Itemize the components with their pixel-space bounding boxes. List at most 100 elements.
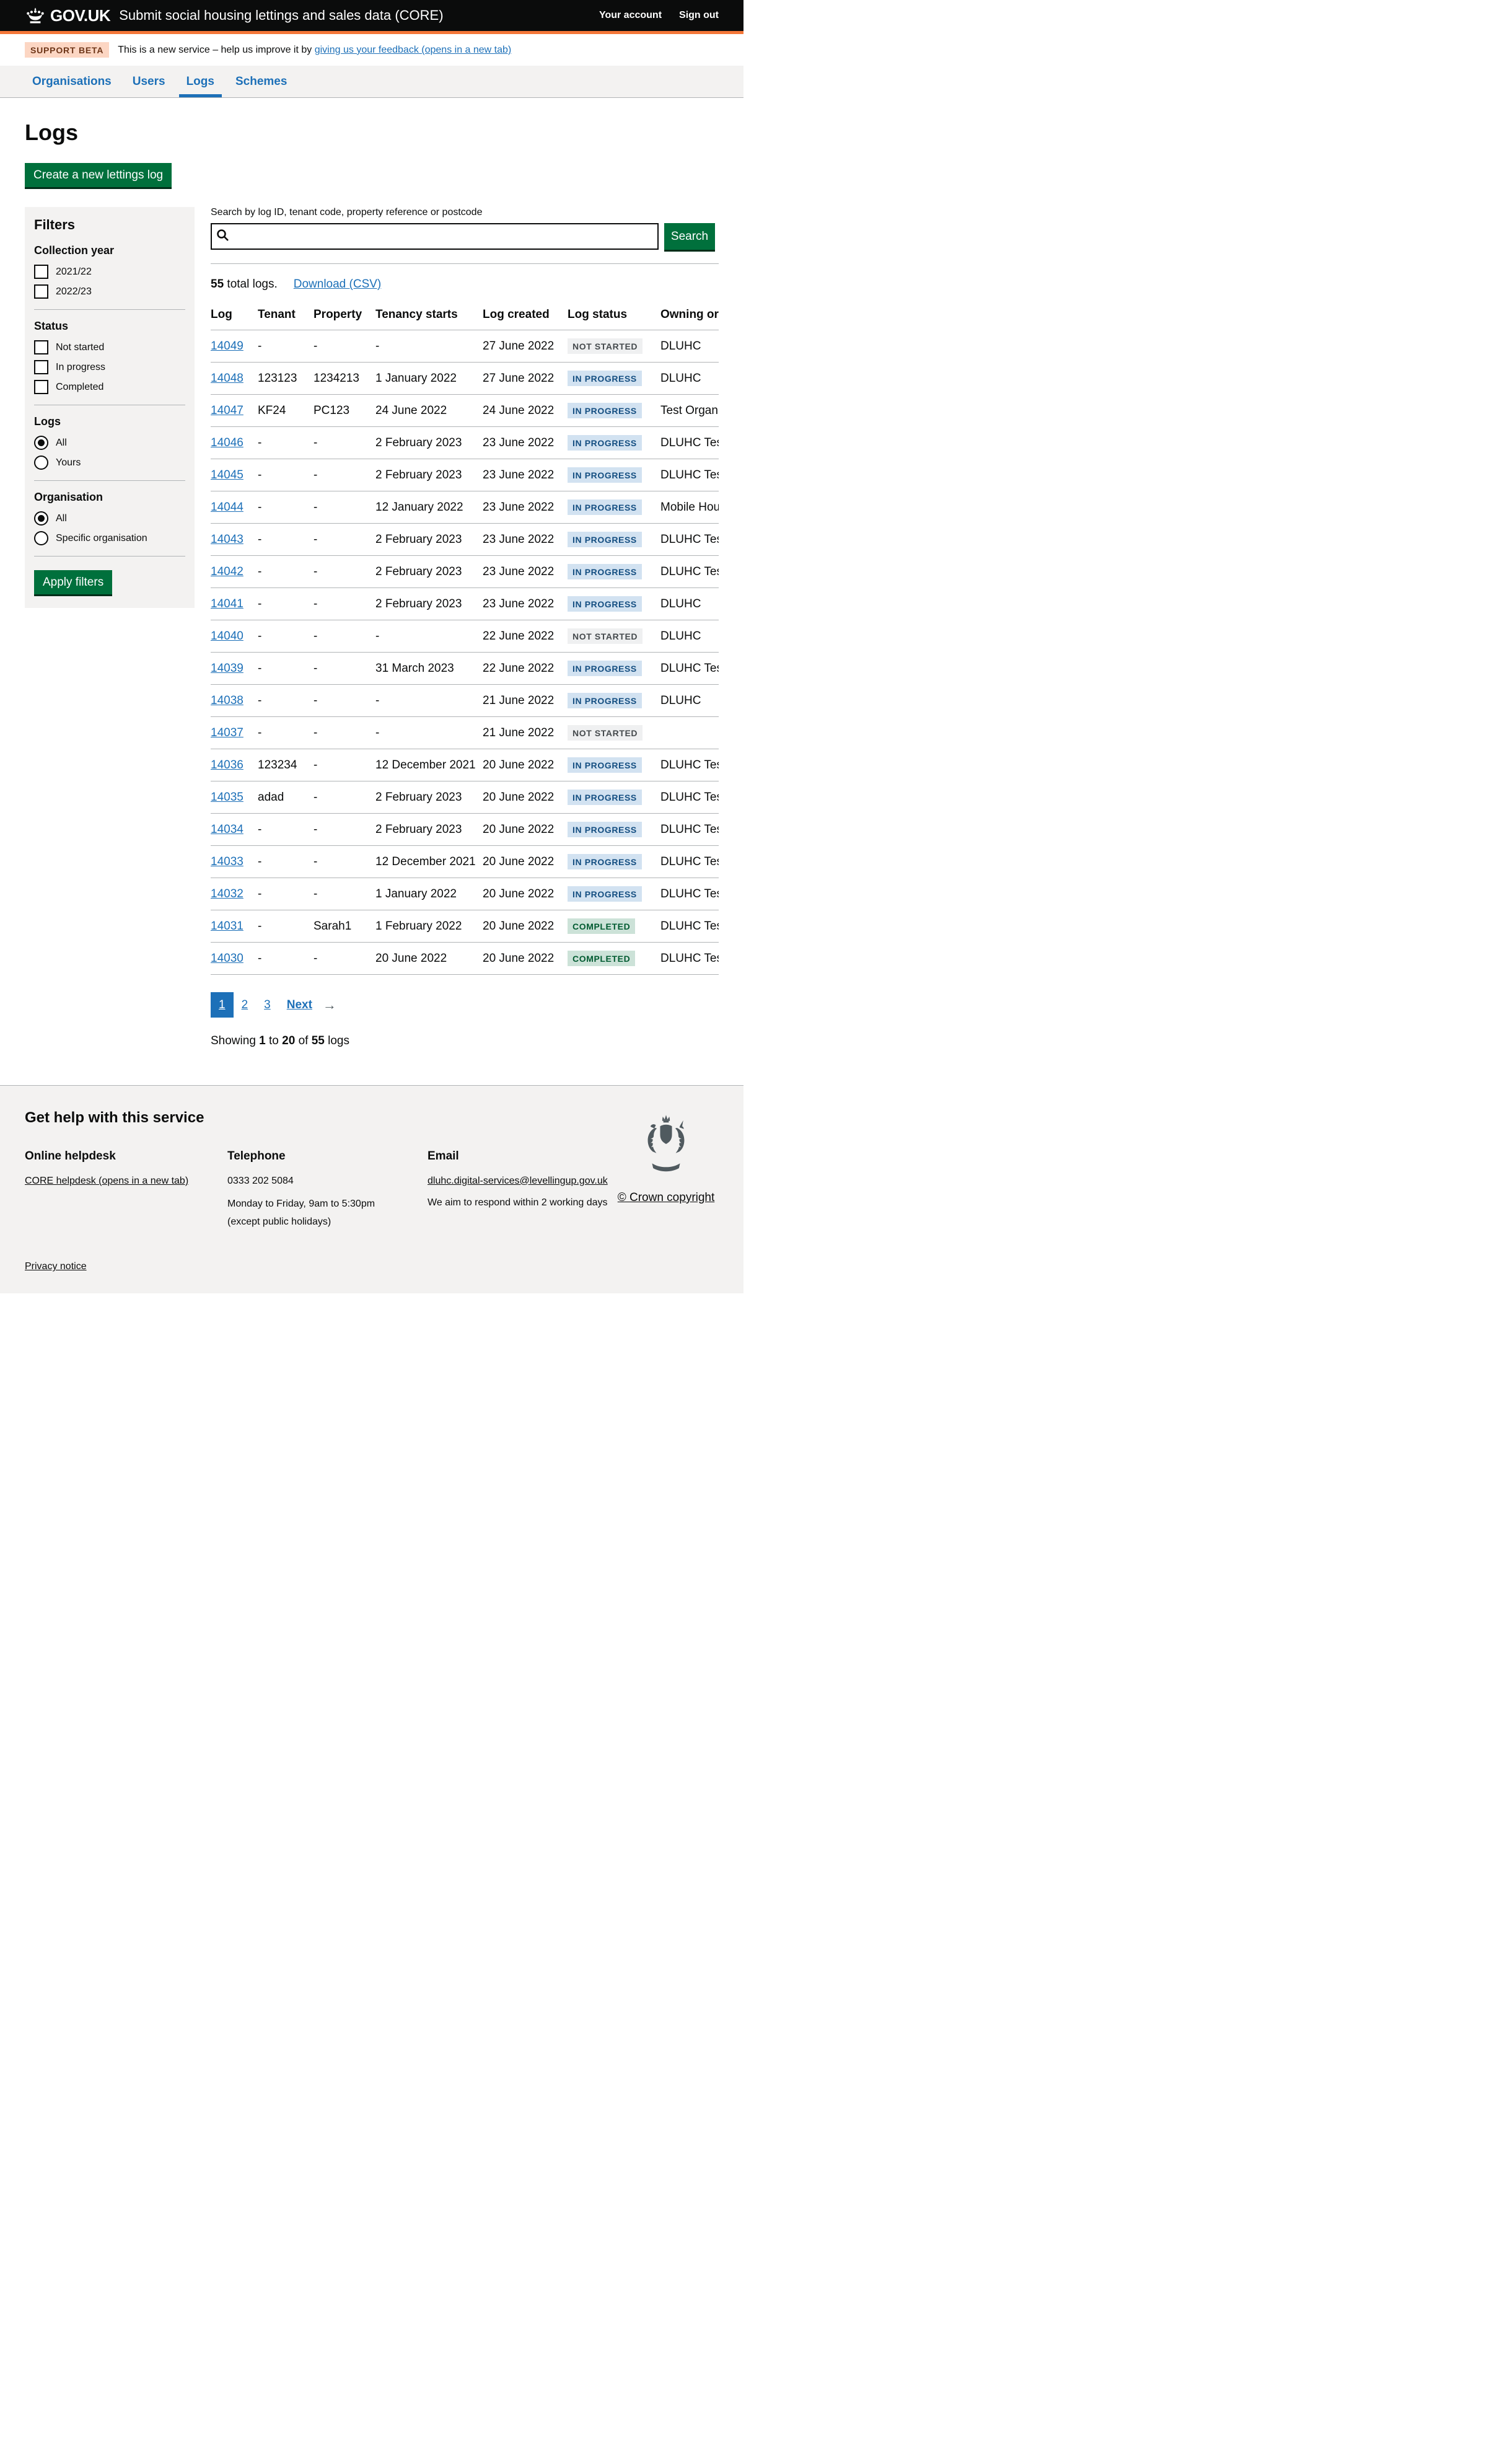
table-row: 14037- - -21 June 2022 NOT STARTED: [211, 716, 719, 749]
core-helpdesk-link[interactable]: CORE helpdesk (opens in a new tab): [25, 1175, 189, 1186]
cell-tenancy-starts: 1 January 2022: [375, 362, 483, 395]
log-id-link[interactable]: 14035: [211, 790, 243, 804]
cell-owning-organisation: DLUHC: [660, 684, 719, 717]
status-badge: IN PROGRESS: [568, 596, 642, 612]
log-id-link[interactable]: 14032: [211, 887, 243, 900]
cell-tenancy-starts: -: [375, 684, 483, 717]
create-lettings-log-button[interactable]: Create a new lettings log: [25, 163, 172, 187]
phase-banner: SUPPORT BETA This is a new service – hel…: [0, 34, 744, 66]
cell-property: -: [314, 426, 375, 459]
log-id-link[interactable]: 14040: [211, 629, 243, 643]
radio-organisation-all[interactable]: [34, 511, 48, 526]
radio-organisation-specific[interactable]: [34, 531, 48, 545]
log-id-link[interactable]: 14030: [211, 951, 243, 965]
cell-log-status: IN PROGRESS: [568, 878, 660, 910]
cell-log-status: IN PROGRESS: [568, 523, 660, 556]
cell-tenant: -: [258, 910, 314, 943]
cell-log-status: NOT STARTED: [568, 716, 660, 749]
cell-owning-organisation: DLUHC Tes: [660, 426, 719, 459]
checkbox-not-started[interactable]: [34, 340, 48, 354]
radio-logs-all[interactable]: [34, 436, 48, 450]
cell-log: 14047: [211, 394, 258, 427]
filter-group-label: Logs: [34, 415, 61, 428]
cell-tenant: -: [258, 878, 314, 910]
privacy-notice-link[interactable]: Privacy notice: [25, 1261, 87, 1272]
cell-owning-organisation: DLUHC Tes: [660, 749, 719, 781]
checkbox-completed[interactable]: [34, 380, 48, 394]
pagination-page-1[interactable]: 1: [211, 992, 234, 1018]
status-badge: IN PROGRESS: [568, 499, 642, 515]
cell-log-status: IN PROGRESS: [568, 652, 660, 685]
log-id-link[interactable]: 14049: [211, 339, 243, 353]
cell-log-status: NOT STARTED: [568, 330, 660, 363]
logs-table: Log Tenant Property Tenancy starts Log c…: [211, 300, 719, 975]
cell-log: 14034: [211, 813, 258, 846]
filter-group-status: Status Not started In progress Completed: [34, 320, 185, 394]
cell-tenancy-starts: 12 December 2021: [375, 749, 483, 781]
crown-copyright-link[interactable]: © Crown copyright: [617, 1191, 715, 1204]
cell-log-created: 21 June 2022: [483, 684, 568, 717]
nav-item-logs[interactable]: Logs: [179, 66, 222, 97]
cell-owning-organisation: DLUHC Tes: [660, 523, 719, 556]
log-id-link[interactable]: 14042: [211, 565, 243, 578]
results-count-suffix: total logs.: [224, 278, 278, 291]
log-id-link[interactable]: 14038: [211, 693, 243, 707]
checkbox-2022-23[interactable]: [34, 284, 48, 299]
cell-tenant: adad: [258, 781, 314, 814]
log-id-link[interactable]: 14045: [211, 468, 243, 482]
status-badge: IN PROGRESS: [568, 854, 642, 869]
showing-prefix: Showing: [211, 1034, 260, 1047]
cell-owning-organisation: DLUHC Tes: [660, 652, 719, 685]
log-id-link[interactable]: 14044: [211, 500, 243, 514]
cell-log-created: 20 June 2022: [483, 845, 568, 878]
cell-owning-organisation: DLUHC Tes: [660, 813, 719, 846]
cell-tenancy-starts: 2 February 2023: [375, 781, 483, 814]
checkbox-in-progress[interactable]: [34, 360, 48, 374]
log-id-link[interactable]: 14033: [211, 855, 243, 868]
table-row: 14041- -2 February 2023 23 June 2022 IN PRO…: [211, 587, 719, 620]
service-name-link[interactable]: Submit social housing lettings and sales…: [119, 7, 444, 23]
pagination-next-link[interactable]: Next: [286, 998, 312, 1011]
log-id-link[interactable]: 14041: [211, 597, 243, 610]
your-account-link[interactable]: Your account: [599, 10, 662, 20]
search-icon: [216, 229, 230, 246]
cell-log-status: IN PROGRESS: [568, 362, 660, 395]
cell-log: 14049: [211, 330, 258, 363]
cell-tenancy-starts: 1 January 2022: [375, 878, 483, 910]
cell-tenant: -: [258, 716, 314, 749]
cell-tenant: -: [258, 813, 314, 846]
table-row: 14036 123234-12 December 2021 20 June 2022…: [211, 749, 719, 781]
pagination-page-2[interactable]: 2: [241, 998, 248, 1011]
cell-tenant: -: [258, 845, 314, 878]
log-id-link[interactable]: 14031: [211, 919, 243, 933]
log-id-link[interactable]: 14034: [211, 822, 243, 836]
showing-results-text: Showing 1 to 20 of 55 logs: [211, 1034, 719, 1048]
nav-item-organisations[interactable]: Organisations: [32, 75, 112, 88]
nav-item-schemes[interactable]: Schemes: [235, 75, 287, 88]
search-input[interactable]: [211, 223, 659, 250]
radio-logs-yours[interactable]: [34, 455, 48, 470]
feedback-link[interactable]: giving us your feedback (opens in a new …: [314, 44, 512, 55]
log-id-link[interactable]: 14043: [211, 532, 243, 546]
search-button[interactable]: Search: [664, 223, 715, 250]
nav-item-users[interactable]: Users: [132, 75, 165, 88]
log-id-link[interactable]: 14046: [211, 436, 243, 449]
log-id-link[interactable]: 14048: [211, 371, 243, 385]
cell-log: 14045: [211, 459, 258, 491]
log-id-link[interactable]: 14047: [211, 403, 243, 417]
filters-sidebar: Filters Collection year 2021/22 2022/23 …: [25, 207, 195, 608]
apply-filters-button[interactable]: Apply filters: [34, 570, 113, 594]
sign-out-link[interactable]: Sign out: [679, 10, 719, 20]
download-csv-link[interactable]: Download (CSV): [293, 278, 382, 291]
govuk-logo[interactable]: GOV.UK: [25, 6, 111, 25]
pagination-page-3[interactable]: 3: [264, 998, 271, 1011]
log-id-link[interactable]: 14039: [211, 661, 243, 675]
log-id-link[interactable]: 14036: [211, 758, 243, 772]
table-row: 14049- - -27 June 2022 NOT STARTED DLUHC: [211, 330, 719, 363]
log-id-link[interactable]: 14037: [211, 726, 243, 739]
cell-property: -: [314, 652, 375, 685]
email-link[interactable]: dluhc.digital-services@levellingup.gov.u…: [428, 1175, 608, 1186]
checkbox-2021-22[interactable]: [34, 265, 48, 279]
telephone-hours-1: Monday to Friday, 9am to 5:30pm: [227, 1198, 375, 1209]
cell-property: -: [314, 587, 375, 620]
